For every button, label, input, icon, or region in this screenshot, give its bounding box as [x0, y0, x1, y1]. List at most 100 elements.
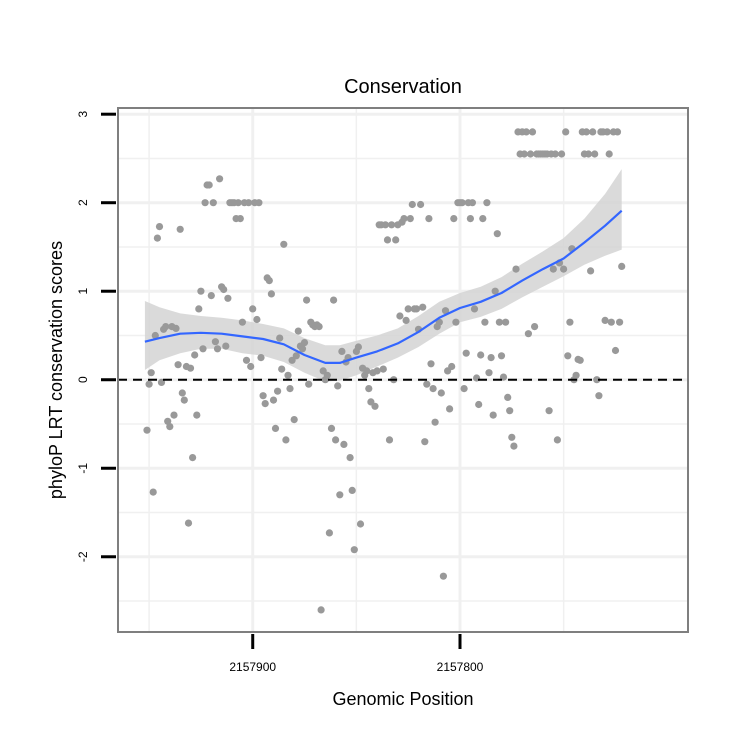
- data-point: [189, 454, 197, 462]
- data-point: [589, 128, 597, 136]
- data-point: [245, 199, 253, 207]
- data-point: [466, 215, 474, 223]
- data-point: [220, 285, 228, 294]
- data-point: [197, 287, 205, 295]
- x-axis-title: Genomic Position: [332, 689, 473, 709]
- data-point: [282, 436, 290, 444]
- data-point: [195, 305, 203, 313]
- data-point: [172, 324, 180, 332]
- data-point: [201, 199, 209, 207]
- data-point: [325, 529, 333, 537]
- data-point: [261, 400, 269, 408]
- data-point: [595, 392, 603, 400]
- data-point: [468, 199, 476, 207]
- data-point: [371, 402, 379, 410]
- data-point: [481, 318, 489, 326]
- data-point: [330, 296, 338, 304]
- x-tick-label: 2157800: [437, 660, 484, 674]
- data-point: [439, 572, 447, 580]
- data-point: [199, 345, 207, 353]
- data-point: [564, 352, 572, 360]
- data-point: [162, 323, 170, 331]
- data-point: [545, 407, 553, 415]
- data-point: [249, 305, 257, 313]
- data-point: [462, 349, 470, 357]
- data-point: [613, 128, 622, 136]
- data-point: [489, 411, 497, 419]
- data-point: [587, 267, 595, 275]
- data-point: [255, 199, 263, 207]
- data-point: [611, 346, 620, 355]
- confidence-band: [144, 169, 622, 382]
- data-point: [406, 215, 414, 223]
- data-point: [147, 369, 155, 377]
- panel-border: [117, 107, 689, 633]
- data-point: [176, 225, 184, 233]
- data-point: [259, 392, 267, 400]
- y-tick-label: -2: [76, 551, 90, 562]
- data-point: [601, 316, 609, 324]
- data-point: [512, 265, 520, 273]
- data-point: [417, 200, 425, 209]
- data-point: [396, 312, 404, 320]
- data-point: [327, 424, 336, 432]
- data-point: [276, 334, 284, 342]
- data-point: [495, 318, 503, 326]
- y-tick-label: 3: [76, 111, 90, 118]
- data-point: [423, 380, 431, 388]
- data-point: [213, 345, 222, 353]
- data-point: [551, 150, 559, 158]
- data-point: [207, 292, 215, 300]
- data-point: [346, 454, 354, 462]
- data-point: [247, 362, 255, 371]
- data-point: [373, 367, 381, 375]
- data-point: [209, 199, 217, 207]
- data-point: [446, 405, 454, 413]
- data-point: [412, 305, 421, 313]
- data-point: [582, 128, 591, 136]
- chart-title: Conservation: [344, 76, 462, 98]
- data-point: [450, 215, 458, 223]
- y-axis-title: phyloP LRT conservation scores: [46, 241, 66, 499]
- data-point: [508, 433, 516, 441]
- data-point: [458, 199, 466, 207]
- data-point: [402, 316, 410, 324]
- data-point: [286, 385, 294, 393]
- y-tick-label: -1: [76, 463, 90, 474]
- data-point: [560, 265, 568, 273]
- plot-panel: [117, 107, 689, 633]
- data-point: [242, 356, 251, 364]
- data-point: [421, 438, 429, 446]
- data-point: [336, 491, 344, 499]
- data-point: [280, 240, 288, 248]
- data-point: [211, 338, 219, 346]
- major-gridlines: [118, 108, 688, 632]
- data-point: [558, 150, 566, 158]
- data-point: [388, 221, 396, 229]
- data-point: [591, 150, 599, 158]
- data-point: [528, 128, 537, 136]
- data-point: [506, 407, 514, 415]
- data-point: [479, 215, 487, 223]
- data-point: [437, 389, 445, 397]
- data-point: [383, 236, 392, 244]
- data-point: [379, 365, 387, 373]
- data-point: [431, 418, 439, 426]
- data-point: [284, 371, 292, 379]
- data-point: [385, 436, 394, 444]
- x-tick-label: 2157900: [229, 660, 276, 674]
- data-point: [145, 380, 153, 388]
- data-point: [520, 150, 528, 158]
- data-point: [408, 200, 416, 209]
- data-point: [392, 236, 400, 244]
- data-point: [572, 371, 580, 379]
- data-point: [290, 416, 298, 424]
- data-point: [274, 387, 282, 395]
- data-point: [487, 354, 495, 362]
- data-point: [497, 352, 506, 360]
- data-point: [400, 215, 408, 223]
- data-point: [460, 385, 468, 393]
- data-point: [151, 331, 159, 340]
- data-point: [618, 262, 626, 270]
